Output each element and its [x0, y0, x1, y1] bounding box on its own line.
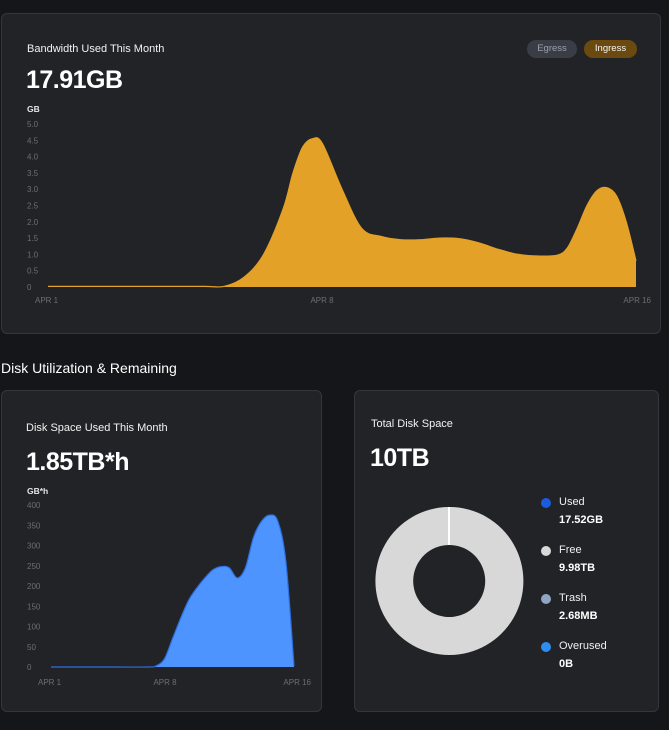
legend-trash-value: 2.68MB — [559, 610, 598, 622]
disk-section-title: Disk Utilization & Remaining — [1, 360, 177, 376]
bandwidth-y-tick-label: 4.0 — [27, 153, 39, 162]
bandwidth-y-tick-label: 2.5 — [27, 202, 39, 211]
bandwidth-y-tick-label: 4.5 — [27, 136, 39, 145]
total-disk-card-title: Total Disk Space — [371, 418, 453, 430]
bandwidth-line — [47, 137, 637, 288]
legend-used-label: Used — [559, 496, 585, 508]
bandwidth-x-tick-label: APR 1 — [35, 296, 59, 305]
bandwidth-y-tick-label: 5.0 — [27, 120, 39, 129]
legend-free-dot — [541, 546, 551, 556]
disk-used-y-tick-label: 200 — [27, 582, 41, 591]
bandwidth-x-tick-label: APR 16 — [623, 296, 651, 305]
ingress-toggle-button[interactable]: Ingress — [584, 40, 637, 58]
disk-used-y-tick-label: 400 — [27, 501, 41, 510]
bandwidth-y-tick-label: 3.0 — [27, 185, 39, 194]
bandwidth-y-tick-label: 1.5 — [27, 234, 39, 243]
disk-used-y-tick-label: 300 — [27, 542, 41, 551]
legend-free-value: 9.98TB — [559, 562, 596, 574]
disk-used-y-tick-label: 350 — [27, 521, 41, 530]
bandwidth-y-tick-label: 0.5 — [27, 267, 39, 276]
egress-toggle-button[interactable]: Egress — [527, 40, 577, 58]
legend-overused-dot — [541, 642, 551, 652]
bandwidth-y-tick-label: 1.0 — [27, 250, 39, 259]
disk-used-y-tick-label: 50 — [27, 643, 36, 652]
bandwidth-area — [48, 137, 636, 288]
bandwidth-y-tick-label: 3.5 — [27, 169, 39, 178]
donut-slice-free — [375, 507, 524, 655]
legend-trash-dot — [541, 594, 551, 604]
disk-used-x-tick-label: APR 1 — [38, 678, 62, 687]
total-disk-value: 10TB — [370, 444, 430, 472]
bandwidth-total-value: 17.91GB — [26, 66, 123, 94]
disk-used-y-tick-label: 0 — [27, 663, 32, 672]
disk-used-y-tick-label: 250 — [27, 562, 41, 571]
disk-used-total-value: 1.85TB*h — [26, 448, 129, 476]
disk-used-unit-label: GB*h — [27, 486, 49, 496]
legend-used-dot — [541, 498, 551, 508]
disk-used-card-title: Disk Space Used This Month — [26, 422, 168, 434]
disk-used-line — [50, 514, 295, 668]
disk-used-y-tick-label: 100 — [27, 623, 41, 632]
legend-trash-label: Trash — [559, 592, 587, 604]
legend-used-value: 17.52GB — [559, 514, 604, 526]
legend-free-label: Free — [559, 544, 582, 556]
bandwidth-y-tick-label: 2.0 — [27, 218, 39, 227]
bandwidth-y-tick-label: 0 — [27, 283, 32, 292]
disk-used-area — [51, 514, 294, 668]
bandwidth-x-tick-label: APR 8 — [310, 296, 334, 305]
legend-overused-label: Overused — [559, 640, 607, 652]
legend-overused-value: 0B — [559, 658, 574, 670]
disk-used-x-tick-label: APR 8 — [153, 678, 177, 687]
bandwidth-unit-label: GB — [27, 104, 40, 114]
disk-used-x-tick-label: APR 16 — [283, 678, 311, 687]
disk-used-y-tick-label: 150 — [27, 602, 41, 611]
bandwidth-card-title: Bandwidth Used This Month — [27, 43, 165, 55]
